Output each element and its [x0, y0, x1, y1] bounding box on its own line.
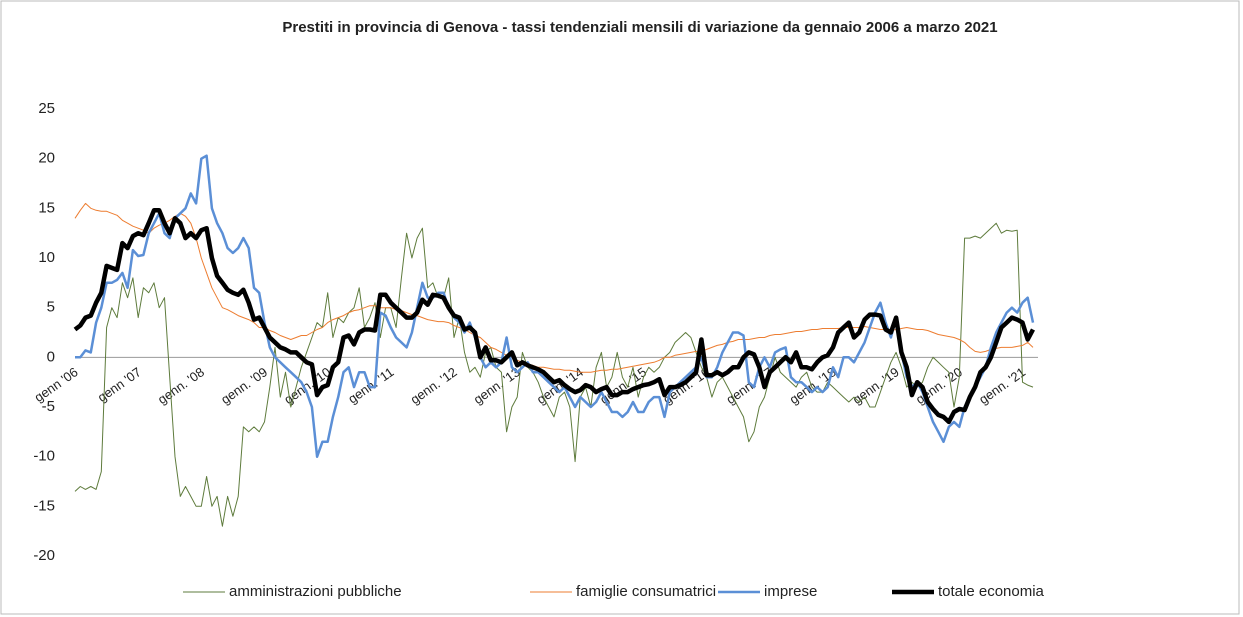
- legend-label: famiglie consumatrici: [576, 583, 716, 600]
- y-tick-label: -20: [33, 547, 55, 564]
- series-line: [73, 208, 1035, 425]
- y-tick-label: 15: [38, 199, 55, 216]
- series-line: [75, 154, 1035, 458]
- legend-label: imprese: [764, 583, 817, 600]
- y-tick-label: 0: [47, 348, 55, 365]
- y-tick-label: 20: [38, 150, 55, 167]
- series-line: [74, 222, 1034, 527]
- legend-label: amministrazioni pubbliche: [229, 583, 402, 600]
- y-tick-label: -15: [33, 497, 55, 514]
- legend-label: totale economia: [938, 583, 1045, 600]
- y-tick-label: -10: [33, 448, 55, 465]
- chart-title: Prestiti in provincia di Genova - tassi …: [282, 19, 997, 36]
- y-tick-label: 5: [47, 299, 55, 316]
- series-line: [74, 202, 1034, 373]
- y-tick-label: 25: [38, 100, 55, 117]
- y-tick-label: -5: [42, 398, 55, 415]
- y-tick-label: 10: [38, 249, 55, 266]
